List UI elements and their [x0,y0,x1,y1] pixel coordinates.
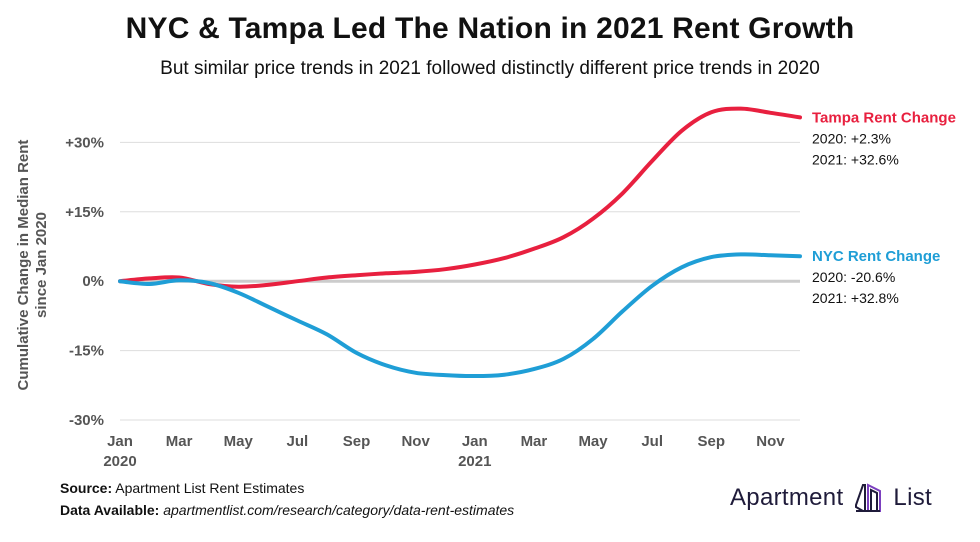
x-tick-label: Jul [287,433,309,450]
x-tick-label: May [578,433,608,450]
tampa-series-stat: 2021: +32.6% [812,151,899,167]
x-tick-label: Nov [401,433,430,450]
nyc-series-name: NYC Rent Change [812,248,940,265]
y-axis-ticks: +30% +15% 0% -15% -30% [65,134,104,429]
tampa-series-stat: 2020: +2.3% [812,130,891,146]
x-tick-label: Sep [343,433,371,450]
nyc-series-stat: 2020: -20.6% [812,269,895,285]
source-label: Source: [60,480,113,496]
y-tick-label: +30% [65,134,104,151]
source-text: Apartment List Rent Estimates [115,480,305,496]
x-tick-label: Sep [698,433,726,450]
data-available-note: Data Available: apartmentlist.com/resear… [60,502,514,518]
x-tick-label: Jul [641,433,663,450]
x-tick-label: May [224,433,254,450]
y-axis-label: Cumulative Change in Median Rentsince Ja… [15,140,50,391]
y-tick-label: +15% [65,204,104,221]
y-tick-label: 0% [82,273,104,290]
x-tick-sublabel: 2020 [103,453,136,470]
series-labels: Tampa Rent Change 2020: +2.3% 2021: +32.6%… [812,109,956,306]
x-axis-ticks: Jan 2020 Mar May Jul Sep Nov Jan 2021 Mar May Jul Se… [103,433,785,470]
x-tick-label: Jan [107,433,133,450]
logo-text-right: List [893,484,932,511]
series-lines [118,106,802,379]
apartmentlist-logo-icon [851,481,885,515]
source-note: Source: Apartment List Rent Estimates [60,480,304,496]
logo-text-left: Apartment [730,484,844,511]
nyc-series-stat: 2021: +32.8% [812,290,899,306]
y-tick-label: -15% [69,343,104,360]
chart-subtitle: But similar price trends in 2021 followe… [160,58,820,79]
apartment-list-logo: Apartment List [730,480,932,516]
x-tick-label: Mar [521,433,548,450]
y-tick-label: -30% [69,412,104,429]
x-tick-label: Nov [756,433,785,450]
x-tick-label: Jan [462,433,488,450]
tampa-series-name: Tampa Rent Change [812,109,956,126]
data-available-label: Data Available: [60,502,160,518]
chart-title: NYC & Tampa Led The Nation in 2021 Rent … [125,12,855,45]
x-tick-label: Mar [166,433,193,450]
nyc-series-line [118,252,802,379]
tampa-series-line [118,106,802,289]
x-tick-sublabel: 2021 [458,453,491,470]
data-available-link[interactable]: apartmentlist.com/research/category/data… [163,502,515,518]
gridlines [120,141,800,421]
